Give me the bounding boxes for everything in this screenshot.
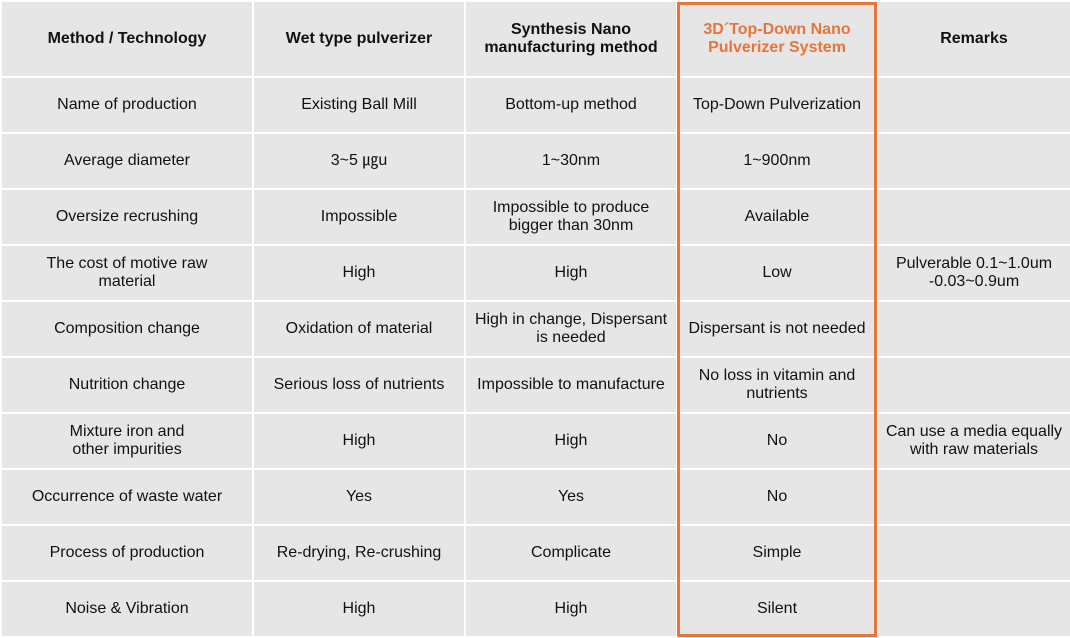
cell-3d-topdown: Dispersant is not needed [676,300,878,358]
table-row: Average diameter 3~5 ㎍u 1~30nm 1~900nm [0,132,1070,190]
cell-synthesis: High [464,580,678,638]
row-label: Oversize recrushing [0,188,254,246]
cell-synthesis: High in change, Dispersant is needed [464,300,678,358]
cell-remarks [876,580,1070,638]
row-label: Average diameter [0,132,254,190]
cell-3d-topdown: No loss in vitamin and nutrients [676,356,878,414]
table-row: The cost of motive raw material High Hig… [0,244,1070,302]
cell-synthesis: Impossible to produce bigger than 30nm [464,188,678,246]
cell-synthesis: Yes [464,468,678,526]
table-row: Name of production Existing Ball Mill Bo… [0,76,1070,134]
cell-remarks: Pulverable 0.1~1.0um -0.03~0.9um [876,244,1070,302]
row-label: Nutrition change [0,356,254,414]
header-row: Method / Technology Wet type pulverizer … [0,0,1070,78]
header-wet-pulverizer: Wet type pulverizer [252,0,466,78]
row-label: Noise & Vibration [0,580,254,638]
cell-synthesis: High [464,244,678,302]
cell-3d-topdown: 1~900nm [676,132,878,190]
cell-wet: Serious loss of nutrients [252,356,466,414]
header-remarks: Remarks [876,0,1070,78]
cell-3d-topdown: Top-Down Pulverization [676,76,878,134]
cell-wet: High [252,244,466,302]
cell-remarks [876,300,1070,358]
cell-3d-topdown: No [676,412,878,470]
cell-remarks [876,76,1070,134]
table-row: Composition change Oxidation of material… [0,300,1070,358]
header-method: Method / Technology [0,0,254,78]
cell-remarks: Can use a media equally with raw materia… [876,412,1070,470]
cell-remarks [876,356,1070,414]
table-row: Occurrence of waste water Yes Yes No [0,468,1070,526]
table-row: Noise & Vibration High High Silent [0,580,1070,638]
cell-wet: 3~5 ㎍u [252,132,466,190]
cell-synthesis: Complicate [464,524,678,582]
cell-3d-topdown: No [676,468,878,526]
cell-wet: Yes [252,468,466,526]
row-label: Occurrence of waste water [0,468,254,526]
row-label: Name of production [0,76,254,134]
table-row: Mixture iron and other impurities High H… [0,412,1070,470]
cell-3d-topdown: Silent [676,580,878,638]
cell-wet: Oxidation of material [252,300,466,358]
cell-remarks [876,188,1070,246]
header-synthesis-nano: Synthesis Nano manufacturing method [464,0,678,78]
cell-wet: Re-drying, Re-crushing [252,524,466,582]
row-label: Process of production [0,524,254,582]
cell-remarks [876,468,1070,526]
cell-3d-topdown: Available [676,188,878,246]
cell-synthesis: Bottom-up method [464,76,678,134]
cell-3d-topdown: Low [676,244,878,302]
row-label: Mixture iron and other impurities [0,412,254,470]
cell-remarks [876,524,1070,582]
cell-wet: High [252,412,466,470]
cell-synthesis: 1~30nm [464,132,678,190]
cell-synthesis: High [464,412,678,470]
cell-synthesis: Impossible to manufacture [464,356,678,414]
header-3d-topdown: 3D´Top-Down Nano Pulverizer System [676,0,878,78]
cell-remarks [876,132,1070,190]
cell-3d-topdown: Simple [676,524,878,582]
cell-wet: Existing Ball Mill [252,76,466,134]
row-label: Composition change [0,300,254,358]
cell-wet: High [252,580,466,638]
cell-wet: Impossible [252,188,466,246]
table-row: Nutrition change Serious loss of nutrien… [0,356,1070,414]
row-label: The cost of motive raw material [0,244,254,302]
table-row: Oversize recrushing Impossible Impossibl… [0,188,1070,246]
table-row: Process of production Re-drying, Re-crus… [0,524,1070,582]
